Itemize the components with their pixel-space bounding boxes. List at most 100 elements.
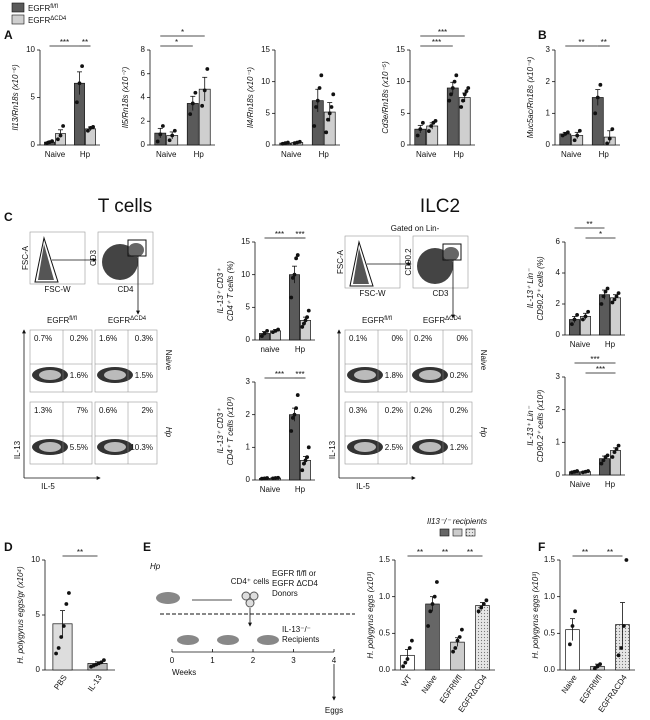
gate-outline (127, 239, 147, 257)
x-tick-label: Naive (156, 150, 177, 159)
data-point (614, 294, 619, 299)
gate-y-label: FSC-A (336, 249, 345, 274)
y-tick-label: 0.0 (379, 665, 391, 674)
quadrant-value: 1.6% (70, 371, 88, 380)
data-point (484, 598, 489, 603)
data-point (616, 443, 621, 448)
y-tick-label: 0 (401, 140, 406, 149)
data-point (451, 649, 455, 654)
x-tick-label: Hp (599, 150, 610, 159)
data-point (464, 89, 469, 94)
data-point (593, 666, 597, 671)
bar (475, 605, 490, 671)
data-point (303, 458, 308, 463)
gate-outline (34, 236, 59, 283)
quadrant-value: 10.3% (130, 443, 153, 452)
x-tick-label: Naive (560, 673, 579, 695)
column-header-main: EGFR (423, 316, 445, 325)
y-tick-label: 10 (26, 45, 35, 54)
gate-x-label: CD4 (117, 285, 134, 294)
quadrant-value: 0% (391, 334, 403, 343)
donor-label: EGFR fl/fl or (272, 569, 316, 578)
column-header-sup: fl/fl (69, 316, 77, 322)
data-point (581, 317, 585, 322)
legend-label-sup: fl/fl (50, 4, 58, 10)
data-point (599, 461, 604, 466)
y-axis-label: Muc5ac/Rn18s (x10⁻⁴) (526, 56, 535, 138)
y-tick-label: 2 (556, 405, 561, 414)
quadrant-value: 0.3% (349, 406, 367, 415)
legend-swatch (11, 14, 25, 25)
column-header-sup: ΔCD4 (445, 316, 462, 322)
section-title: ILC2 (420, 196, 460, 217)
x-tick-label: Hp (194, 150, 205, 159)
data-point (319, 73, 324, 78)
quadrant-value: 0.2% (70, 334, 88, 343)
data-point (435, 580, 439, 584)
legend-label: EGFRΔCD4 (28, 16, 67, 26)
y-axis-label: CD4⁺ T cells (%) (226, 261, 235, 322)
data-point (160, 124, 165, 128)
cell (245, 598, 255, 608)
x-tick-label: Hp (605, 480, 616, 489)
y-tick-label: 10 (31, 555, 40, 564)
mouse (257, 635, 279, 645)
quadrant-value: 2% (141, 406, 153, 415)
y-tick-label: 6 (141, 69, 146, 78)
data-point (586, 309, 591, 314)
data-point (305, 315, 310, 320)
data-point (315, 98, 320, 103)
data-point (455, 638, 460, 643)
data-point (612, 297, 617, 302)
data-point (428, 609, 433, 614)
bar (458, 97, 471, 146)
data-point (300, 325, 305, 329)
data-point (329, 105, 334, 109)
data-point (167, 138, 172, 143)
gate-blob (443, 247, 459, 261)
y-tick-label: 10 (396, 77, 405, 86)
y-tick-label: 0 (246, 335, 251, 344)
x-tick-label: Naive (416, 150, 437, 159)
gate-x-label: CD3 (432, 289, 449, 298)
data-point (568, 642, 572, 647)
quadrant-value: 0.2% (385, 406, 403, 415)
panel-letter: C (4, 210, 13, 224)
y-axis-label: CD4⁺ T cells (x10³) (226, 396, 235, 465)
data-point (306, 445, 311, 450)
data-point (306, 308, 311, 313)
data-point (595, 664, 600, 669)
data-point (573, 609, 577, 614)
y-axis-label: Il4/Rn18s (x10⁻¹) (246, 67, 255, 128)
x-tick-label: IL-13 (86, 673, 104, 694)
axis-label: IL-5 (41, 482, 55, 491)
column-header-main: EGFR (108, 316, 130, 325)
quadrant-value: 1.6% (99, 334, 117, 343)
legend-label-main: EGFR (28, 4, 50, 13)
axis-label: IL-13 (328, 440, 337, 459)
y-tick-label: 0 (556, 470, 561, 479)
data-point (599, 302, 604, 306)
data-point (289, 429, 294, 433)
data-point (294, 256, 299, 261)
flow-density (354, 370, 376, 380)
bar (289, 274, 300, 341)
data-point (601, 294, 606, 299)
data-point (61, 624, 66, 628)
data-point (610, 300, 615, 305)
gate-outline (442, 243, 462, 261)
significance-label: ** (607, 548, 613, 557)
data-point (303, 318, 308, 323)
quadrant-value: 0.3% (135, 334, 153, 343)
x-tick-label: WT (399, 673, 414, 688)
data-point (583, 314, 588, 319)
x-tick-label: naive (260, 345, 280, 354)
gate-y-label: FSC-A (21, 245, 30, 270)
data-point (466, 86, 471, 90)
data-point (616, 653, 621, 658)
y-tick-label: 2 (556, 299, 561, 308)
data-point (91, 125, 96, 129)
y-tick-label: 0.5 (544, 628, 556, 637)
data-point (295, 393, 300, 397)
data-point (598, 662, 602, 667)
